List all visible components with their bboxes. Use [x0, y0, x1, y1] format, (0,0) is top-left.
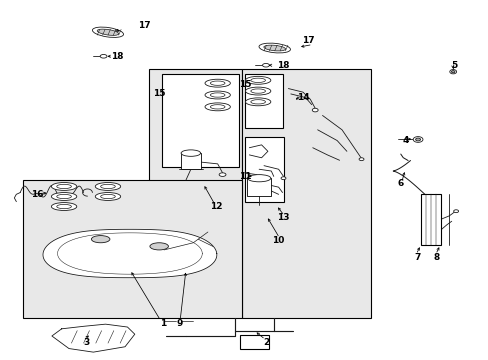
Bar	[181, 153, 200, 169]
Bar	[245, 74, 282, 128]
Ellipse shape	[250, 78, 265, 82]
Text: 1: 1	[160, 319, 166, 328]
Ellipse shape	[57, 184, 71, 189]
Text: 14: 14	[296, 93, 309, 102]
Text: 5: 5	[450, 61, 456, 70]
Ellipse shape	[204, 91, 230, 99]
Ellipse shape	[450, 71, 454, 73]
Bar	[149, 69, 242, 218]
Ellipse shape	[247, 175, 270, 182]
Text: 3: 3	[83, 338, 89, 347]
Ellipse shape	[181, 150, 200, 156]
Ellipse shape	[51, 183, 77, 190]
Ellipse shape	[250, 89, 265, 93]
Text: 13: 13	[277, 213, 289, 222]
Ellipse shape	[95, 183, 121, 190]
Bar	[161, 74, 238, 167]
Text: 18: 18	[111, 52, 124, 61]
Ellipse shape	[57, 204, 71, 209]
Polygon shape	[43, 229, 216, 278]
Bar	[420, 194, 440, 244]
Ellipse shape	[210, 105, 224, 109]
Text: 7: 7	[413, 253, 420, 262]
Ellipse shape	[281, 177, 285, 180]
Ellipse shape	[95, 193, 121, 201]
Ellipse shape	[210, 81, 224, 85]
Ellipse shape	[101, 184, 115, 189]
Ellipse shape	[97, 29, 119, 35]
Text: 15: 15	[239, 81, 251, 90]
Text: 16: 16	[31, 190, 43, 199]
Text: 11: 11	[239, 172, 251, 181]
Ellipse shape	[204, 103, 230, 111]
Ellipse shape	[412, 136, 422, 142]
Text: 9: 9	[177, 319, 183, 328]
Ellipse shape	[100, 54, 107, 58]
Text: 10: 10	[272, 237, 284, 246]
Ellipse shape	[415, 138, 420, 141]
Text: 18: 18	[277, 61, 289, 70]
Ellipse shape	[245, 98, 270, 106]
Polygon shape	[52, 324, 135, 352]
Bar	[242, 69, 370, 318]
Ellipse shape	[449, 69, 456, 74]
Bar	[247, 178, 270, 196]
Text: 6: 6	[397, 179, 403, 188]
Bar	[22, 180, 242, 318]
Ellipse shape	[264, 45, 285, 51]
Ellipse shape	[92, 27, 123, 37]
Text: 17: 17	[138, 21, 150, 30]
Ellipse shape	[219, 173, 225, 176]
Ellipse shape	[51, 193, 77, 201]
Text: 17: 17	[301, 36, 314, 45]
Text: 4: 4	[402, 136, 408, 145]
Ellipse shape	[101, 194, 115, 199]
Bar	[245, 137, 283, 202]
Ellipse shape	[245, 76, 270, 84]
Ellipse shape	[91, 235, 110, 243]
Ellipse shape	[245, 87, 270, 95]
Ellipse shape	[204, 79, 230, 87]
Text: 8: 8	[433, 253, 439, 262]
Ellipse shape	[262, 63, 269, 67]
Text: 15: 15	[153, 89, 165, 98]
Ellipse shape	[57, 194, 71, 199]
Ellipse shape	[312, 108, 318, 112]
Ellipse shape	[210, 93, 224, 97]
Ellipse shape	[358, 158, 363, 161]
Ellipse shape	[250, 100, 265, 104]
Text: 12: 12	[210, 202, 223, 211]
Text: 2: 2	[263, 338, 269, 347]
Ellipse shape	[453, 210, 458, 213]
Bar	[239, 335, 268, 348]
Ellipse shape	[51, 203, 77, 211]
Ellipse shape	[150, 243, 168, 250]
Ellipse shape	[259, 43, 290, 53]
